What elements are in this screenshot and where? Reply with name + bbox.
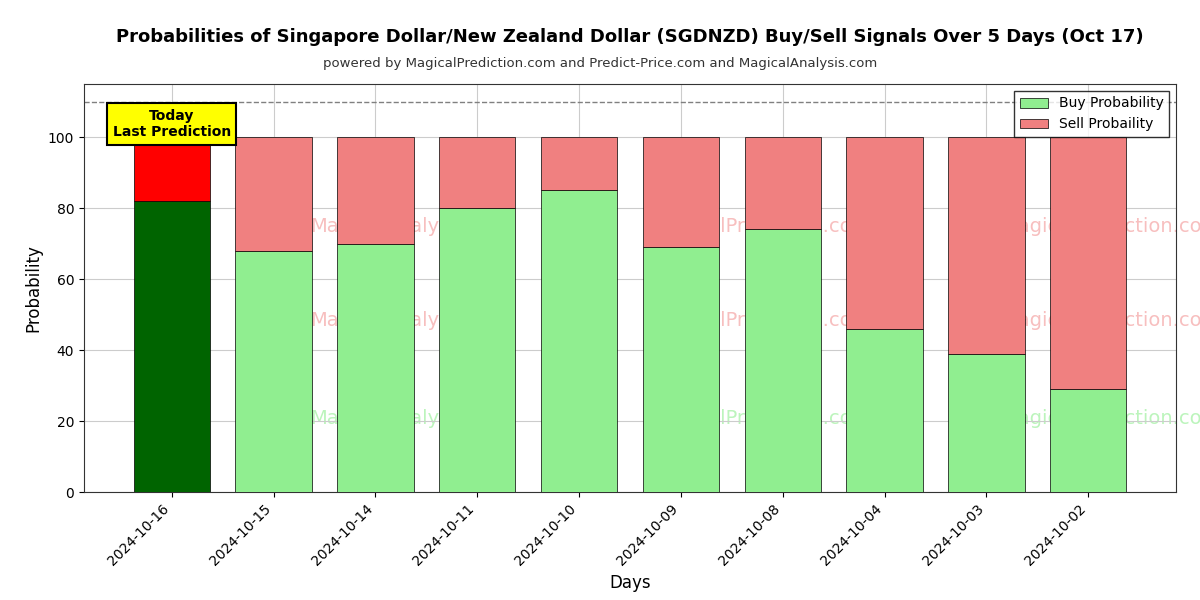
Text: MagicalPrediction.com: MagicalPrediction.com	[652, 409, 871, 428]
Text: MagicalAnalysis.com: MagicalAnalysis.com	[311, 409, 512, 428]
Bar	[337, 244, 414, 492]
Bar	[948, 137, 1025, 353]
Bar	[744, 137, 821, 229]
Bar	[846, 137, 923, 329]
Bar	[235, 251, 312, 492]
Bar	[1050, 137, 1127, 389]
Bar	[235, 137, 312, 251]
Text: MagicalPrediction.com: MagicalPrediction.com	[1001, 217, 1200, 236]
Bar	[846, 329, 923, 492]
Bar	[541, 190, 617, 492]
Bar	[948, 353, 1025, 492]
Bar	[439, 137, 516, 208]
Bar	[439, 208, 516, 492]
Bar	[1050, 389, 1127, 492]
Bar	[133, 137, 210, 201]
Bar	[643, 247, 719, 492]
Bar	[744, 229, 821, 492]
Text: MagicalAnalysis.com: MagicalAnalysis.com	[311, 311, 512, 330]
Text: MagicalPrediction.com: MagicalPrediction.com	[652, 311, 871, 330]
Text: MagicalAnalysis.com: MagicalAnalysis.com	[311, 217, 512, 236]
Text: powered by MagicalPrediction.com and Predict-Price.com and MagicalAnalysis.com: powered by MagicalPrediction.com and Pre…	[323, 56, 877, 70]
Text: MagicalPrediction.com: MagicalPrediction.com	[652, 217, 871, 236]
Text: MagicalPrediction.com: MagicalPrediction.com	[1001, 311, 1200, 330]
Bar	[337, 137, 414, 244]
Text: MagicalPrediction.com: MagicalPrediction.com	[1001, 409, 1200, 428]
Bar	[133, 201, 210, 492]
Text: Today
Last Prediction: Today Last Prediction	[113, 109, 230, 139]
X-axis label: Days: Days	[610, 574, 650, 592]
Legend: Buy Probability, Sell Probaility: Buy Probability, Sell Probaility	[1014, 91, 1169, 137]
Title: Probabilities of Singapore Dollar/New Zealand Dollar (SGDNZD) Buy/Sell Signals O: Probabilities of Singapore Dollar/New Ze…	[116, 28, 1144, 46]
Bar	[541, 137, 617, 190]
Bar	[643, 137, 719, 247]
Y-axis label: Probability: Probability	[24, 244, 42, 332]
